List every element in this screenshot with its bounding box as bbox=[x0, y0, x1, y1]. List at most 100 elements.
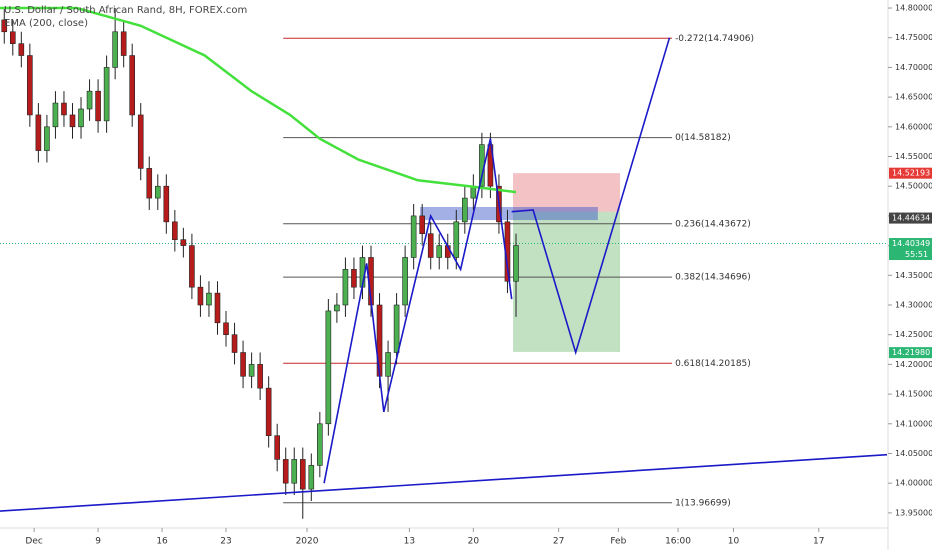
candle-body bbox=[129, 55, 135, 116]
drawing-line bbox=[0, 453, 888, 512]
candle-body bbox=[265, 387, 272, 436]
price-tag bbox=[889, 238, 932, 261]
x-tick-label: 20 bbox=[468, 537, 480, 547]
candle-body bbox=[240, 352, 246, 377]
price-tag bbox=[889, 347, 932, 359]
drawing-line bbox=[511, 37, 671, 356]
price-tag-label: 14.40349 bbox=[892, 239, 930, 248]
x-tick-label: 23 bbox=[220, 537, 231, 547]
candle-body bbox=[393, 304, 400, 353]
candle-body bbox=[257, 364, 263, 389]
candle-body bbox=[61, 102, 67, 116]
candle-body bbox=[342, 269, 349, 306]
candle-body bbox=[35, 114, 42, 151]
y-tick-label: 14.55000 bbox=[895, 152, 932, 161]
fib-label: 0(14.58182) bbox=[675, 133, 731, 143]
candle-body bbox=[18, 43, 25, 56]
candle-body bbox=[462, 197, 468, 223]
y-tick-label: 14.65000 bbox=[895, 93, 932, 102]
y-tick-label: 14.60000 bbox=[895, 122, 932, 131]
candle-body bbox=[206, 292, 212, 306]
candle-body bbox=[214, 292, 221, 324]
candle-body bbox=[112, 31, 118, 68]
candle-body bbox=[231, 334, 238, 353]
candle-body bbox=[1, 19, 8, 33]
price-tag bbox=[889, 212, 932, 224]
candle-body bbox=[325, 310, 332, 425]
price-tag-label: 14.44634 bbox=[892, 214, 930, 223]
fib-label: -0.272(14.74906) bbox=[675, 34, 754, 44]
candle-body bbox=[282, 459, 289, 484]
candle-body bbox=[103, 67, 110, 122]
candle-body bbox=[163, 185, 170, 223]
candle-body bbox=[317, 423, 323, 466]
zone bbox=[513, 211, 621, 352]
x-tick-label: Dec bbox=[25, 537, 42, 547]
x-tick-label: Feb bbox=[610, 537, 626, 547]
y-tick-label: 14.10000 bbox=[895, 419, 932, 428]
candle-body bbox=[513, 245, 519, 282]
candle-body bbox=[427, 233, 434, 258]
candle-body bbox=[78, 108, 84, 128]
candle-body bbox=[385, 352, 391, 377]
candle-body bbox=[86, 90, 93, 110]
candle-body bbox=[9, 31, 16, 44]
zone bbox=[420, 206, 598, 221]
x-tick-label: 13 bbox=[404, 537, 415, 547]
candle-body bbox=[334, 304, 340, 312]
candle-body bbox=[419, 215, 425, 235]
plot-area: -0.272(14.74906) 0(14.58182) 0.236(14.4367… bbox=[0, 6, 888, 519]
candle-body bbox=[402, 257, 408, 306]
candle-body bbox=[146, 168, 153, 199]
candle-body bbox=[120, 31, 127, 56]
y-tick-label: 14.20000 bbox=[895, 360, 932, 369]
y-tick-label: 14.25000 bbox=[895, 330, 932, 339]
candle-body bbox=[308, 465, 315, 490]
candle-body bbox=[44, 126, 50, 151]
candle-body bbox=[189, 245, 195, 288]
drawing-line bbox=[323, 138, 513, 484]
y-tick-label: 14.80000 bbox=[895, 4, 932, 13]
price-tag-timer: 55:51 bbox=[905, 250, 928, 259]
y-tick-label: 14.35000 bbox=[895, 271, 932, 280]
x-tick-label: 10 bbox=[728, 537, 740, 547]
y-tick-label: 14.30000 bbox=[895, 300, 932, 309]
candle-body bbox=[299, 459, 306, 490]
y-tick-label: 14.15000 bbox=[895, 390, 932, 399]
candle-body bbox=[172, 221, 178, 240]
price-tag-label: 14.52193 bbox=[892, 169, 930, 178]
candle-body bbox=[248, 364, 255, 377]
candle-body bbox=[453, 221, 460, 258]
indicator-label: EMA (200, close) bbox=[4, 18, 88, 29]
candle-body bbox=[197, 286, 204, 306]
x-tick-label: 17 bbox=[813, 537, 824, 547]
fib-label: 1(13.96699) bbox=[675, 498, 731, 508]
price-tag-label: 14.21980 bbox=[892, 348, 930, 357]
candle-body bbox=[69, 114, 76, 128]
candle-body bbox=[291, 459, 298, 484]
candle-body bbox=[52, 102, 59, 128]
x-tick-label: 16:00 bbox=[665, 537, 691, 547]
zone bbox=[513, 173, 621, 212]
chart-title: U.S. Dollar / South African Rand, 8H, FO… bbox=[4, 5, 247, 16]
price-tag bbox=[889, 167, 932, 179]
y-tick-label: 14.75000 bbox=[895, 33, 932, 42]
y-tick-label: 13.95000 bbox=[895, 508, 932, 517]
candle-body bbox=[27, 55, 33, 116]
x-tick-label: 27 bbox=[553, 537, 564, 547]
candle-body bbox=[223, 322, 229, 335]
ema-line bbox=[0, 6, 517, 194]
candle-body bbox=[410, 215, 417, 258]
fib-label: 0.618(14.20185) bbox=[675, 359, 751, 369]
y-tick-label: 14.00000 bbox=[895, 479, 932, 488]
fib-label: 0.236(14.43672) bbox=[675, 219, 751, 229]
y-tick-label: 14.05000 bbox=[895, 449, 932, 458]
fib-label: 0.382(14.34696) bbox=[675, 273, 751, 283]
x-tick-label: 9 bbox=[95, 537, 101, 547]
y-tick-label: 14.70000 bbox=[895, 63, 932, 72]
candle-body bbox=[274, 435, 280, 460]
x-tick-label: 16 bbox=[156, 537, 168, 547]
candle-body bbox=[95, 90, 101, 122]
y-tick-label: 14.50000 bbox=[895, 182, 932, 191]
